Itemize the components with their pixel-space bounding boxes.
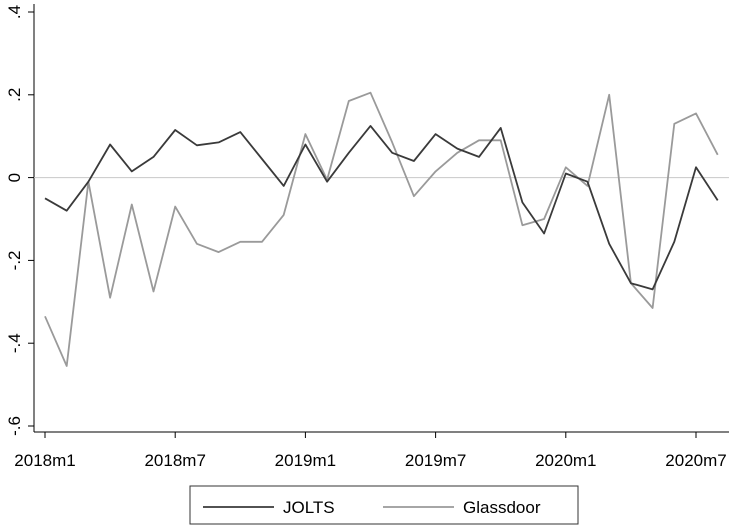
x-tick-label: 2020m7 [665, 451, 726, 470]
y-tick-label: -.2 [5, 250, 24, 270]
x-tick-label: 2018m1 [14, 451, 75, 470]
x-tick-label: 2019m7 [405, 451, 466, 470]
y-tick-label: -.6 [5, 416, 24, 436]
x-tick-label: 2020m1 [535, 451, 596, 470]
y-tick-label: .2 [5, 88, 24, 102]
series-layer [44, 91, 719, 367]
series-line-glassdoor [44, 91, 719, 367]
x-tick-label: 2018m7 [144, 451, 205, 470]
legend-label-glassdoor: Glassdoor [463, 498, 541, 517]
y-tick-label: .4 [5, 5, 24, 19]
x-axis-ticks: 2018m1 2018m7 2019m1 2019m7 2020m1 2020m7 [14, 432, 727, 470]
y-tick-label: 0 [5, 173, 24, 182]
legend: JOLTS Glassdoor [189, 485, 579, 525]
legend-label-jolts: JOLTS [283, 498, 335, 517]
y-axis-ticks: .4 .2 0 -.2 -.4 -.6 [5, 5, 34, 436]
series-line-jolts [44, 125, 719, 291]
x-tick-label: 2019m1 [275, 451, 336, 470]
legend-box [189, 485, 579, 525]
y-tick-label: -.4 [5, 333, 24, 353]
